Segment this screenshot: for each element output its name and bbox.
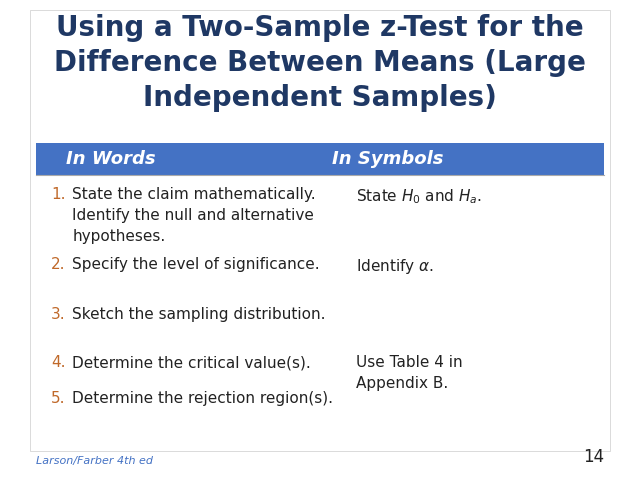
Text: 14: 14	[583, 447, 604, 466]
FancyBboxPatch shape	[36, 143, 604, 175]
Text: Larson/Farber 4th ed: Larson/Farber 4th ed	[36, 456, 153, 466]
Text: Determine the rejection region(s).: Determine the rejection region(s).	[72, 391, 333, 406]
Text: 2.: 2.	[51, 257, 66, 272]
Text: 3.: 3.	[51, 307, 66, 322]
Text: 5.: 5.	[51, 391, 66, 406]
Text: In Symbols: In Symbols	[332, 150, 444, 168]
Text: Specify the level of significance.: Specify the level of significance.	[72, 257, 320, 272]
Text: State the claim mathematically.
Identify the null and alternative
hypotheses.: State the claim mathematically. Identify…	[72, 187, 316, 244]
Text: Using a Two-Sample z-Test for the
Difference Between Means (Large
Independent Sa: Using a Two-Sample z-Test for the Differ…	[54, 14, 586, 112]
Text: State $H_0$ and $H_a$.: State $H_0$ and $H_a$.	[356, 187, 483, 206]
Text: Use Table 4 in
Appendix B.: Use Table 4 in Appendix B.	[356, 355, 463, 391]
Text: Sketch the sampling distribution.: Sketch the sampling distribution.	[72, 307, 326, 322]
Text: 1.: 1.	[51, 187, 66, 202]
Text: In Words: In Words	[67, 150, 156, 168]
Text: Identify $\alpha$.: Identify $\alpha$.	[356, 257, 434, 276]
Text: Determine the critical value(s).: Determine the critical value(s).	[72, 355, 311, 370]
Text: 4.: 4.	[51, 355, 66, 370]
